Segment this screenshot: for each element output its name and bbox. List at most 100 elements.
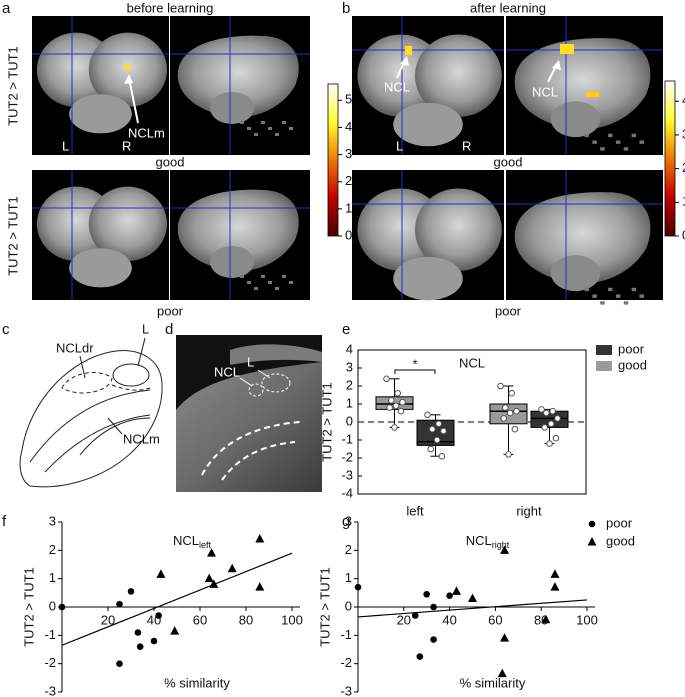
speck — [240, 275, 244, 278]
speck — [608, 133, 613, 138]
data-point — [411, 612, 419, 619]
speck — [623, 301, 629, 305]
chart-title: NCLright — [466, 533, 510, 550]
x-tick-label: 80 — [534, 612, 548, 627]
data-point — [392, 402, 400, 410]
lamina — [221, 441, 296, 481]
data-point — [500, 545, 510, 554]
annotation: NCLm — [128, 125, 165, 140]
leader — [137, 337, 146, 367]
panel-letter: e — [342, 321, 350, 338]
speck — [600, 147, 605, 151]
y-tick-label: 1 — [346, 395, 353, 410]
annotation: NCL — [384, 79, 410, 94]
hemisphere — [88, 186, 168, 262]
activation — [586, 92, 599, 97]
tick-label: 2 — [682, 160, 685, 175]
leader — [79, 355, 86, 379]
cerebellum — [69, 248, 132, 288]
annotation: NCL — [532, 84, 558, 99]
y-tick-label: -3 — [44, 683, 56, 697]
panel-letter: f — [2, 513, 7, 530]
title-main: NCL — [466, 533, 492, 548]
data-point — [511, 425, 519, 433]
panel-title: after learning — [470, 0, 546, 15]
tick-label: 1 — [345, 200, 352, 215]
y-tick-label: -2 — [340, 655, 352, 670]
data-point — [497, 382, 504, 390]
speck — [261, 275, 265, 278]
data-point — [541, 424, 549, 431]
lamina — [79, 417, 151, 456]
y-tick-label: 3 — [49, 513, 56, 528]
y-tick-label: 3 — [346, 359, 353, 374]
speck — [289, 127, 293, 130]
data-point — [423, 590, 431, 598]
data-point — [497, 668, 507, 678]
x-tick-label: 100 — [576, 612, 598, 627]
data-point — [550, 582, 560, 591]
data-point — [541, 614, 551, 624]
panel-letter: c — [2, 321, 10, 338]
data-point — [116, 600, 123, 608]
data-point — [546, 440, 553, 447]
data-point — [394, 389, 402, 397]
data-point — [388, 397, 395, 404]
leader — [107, 417, 123, 435]
speck — [608, 287, 613, 292]
arrow — [128, 77, 139, 124]
x-tick-label: left — [406, 503, 424, 518]
data-point — [391, 424, 398, 431]
x-tick-label: 60 — [488, 612, 502, 627]
leader — [257, 369, 271, 379]
speck — [639, 294, 644, 298]
y-tick-label: 1 — [49, 570, 56, 585]
chart-title: NCLleft — [173, 533, 212, 550]
activation — [125, 64, 130, 70]
cerebellum — [210, 92, 254, 124]
significance-bracket — [394, 369, 436, 374]
data-point — [255, 534, 265, 543]
row-label: poor — [495, 303, 522, 318]
data-point — [446, 592, 453, 599]
speck — [275, 287, 279, 290]
brain-images — [32, 16, 663, 305]
data-point — [549, 407, 557, 415]
data-point — [58, 603, 66, 611]
fit-line — [357, 599, 588, 618]
activation — [405, 46, 412, 55]
y-tick-label: -4 — [341, 485, 353, 500]
row-label: good — [494, 154, 523, 169]
x-tick-label: 20 — [101, 612, 115, 627]
data-point — [424, 411, 431, 419]
speck — [592, 140, 597, 144]
legend-label: poor — [618, 341, 645, 356]
data-point — [552, 434, 560, 442]
y-label: TUT2 > TUT1 — [5, 46, 20, 126]
y-tick-label: 2 — [49, 542, 56, 557]
data-point — [438, 452, 446, 460]
cerebellum — [210, 246, 254, 278]
data-point — [207, 548, 216, 557]
chart-title: NCL — [459, 355, 485, 370]
data-point — [383, 375, 390, 383]
data-point — [430, 636, 437, 643]
lamina — [29, 389, 151, 463]
speck — [282, 275, 286, 278]
data-point — [508, 389, 516, 397]
data-point — [500, 633, 510, 642]
title-sub: left — [199, 540, 212, 550]
data-point — [209, 579, 219, 588]
speck — [261, 121, 265, 124]
y-label: TUT2 > TUT1 — [21, 567, 36, 647]
brain-slice — [177, 35, 299, 118]
speck — [289, 281, 293, 284]
legend-marker — [588, 520, 596, 528]
data-point — [155, 612, 162, 619]
y-tick-label: -1 — [340, 627, 352, 642]
cerebellum — [550, 255, 601, 292]
data-point — [397, 407, 405, 415]
tick-label: 4 — [345, 119, 352, 134]
data-point — [538, 406, 545, 413]
speck — [268, 281, 272, 284]
